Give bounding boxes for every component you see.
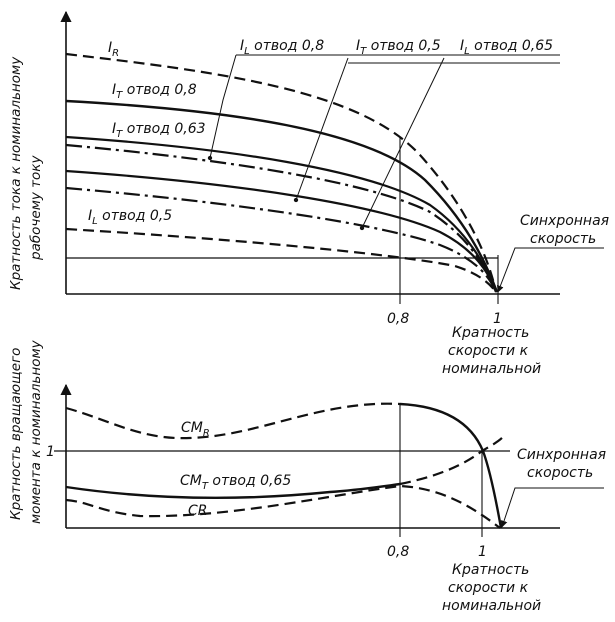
leader-top-labels-shelf: [236, 54, 560, 64]
label-IL-05: IL отвод 0,5: [88, 208, 172, 227]
bottom-sync-label-2: скорость: [527, 465, 593, 481]
label-IL-065: IL отвод 0,65: [460, 38, 553, 57]
label-IT-063: IT отвод 0,63: [112, 121, 206, 140]
bottom-text: Кратность вращающего момента к номинальн…: [8, 339, 606, 614]
bottom-panel: [54, 383, 604, 537]
top-x-tick-08: 0,8: [387, 311, 409, 327]
bottom-y-label-2: момента к номинальному: [28, 339, 44, 524]
top-x-label-1: Кратность: [452, 325, 529, 341]
curve-CMR-solid: [399, 402, 503, 529]
label-IT-08: IT отвод 0,8: [112, 82, 197, 101]
label-CMR: CMR: [181, 420, 210, 439]
bottom-x-label-3: номинальной: [442, 598, 541, 614]
label-IL-08: IL отвод 0,8: [240, 38, 324, 57]
curve-IL-065: [65, 186, 498, 293]
label-IT-05: IT отвод 0,5: [356, 38, 441, 57]
curve-IL-08: [65, 143, 498, 293]
leader-IL-065: [359, 57, 445, 231]
curve-CMR-dashed: [65, 402, 401, 440]
bottom-x-label-1: Кратность: [452, 562, 529, 578]
top-text: Кратность тока к номинальному рабочему т…: [8, 38, 609, 377]
label-CMT: CMT отвод 0,65: [180, 473, 291, 492]
label-IR: IR: [108, 40, 119, 59]
top-sync-label-2: скорость: [530, 231, 596, 247]
bottom-y-tick-1: 1: [46, 444, 55, 460]
label-CR: CR: [188, 503, 208, 519]
top-sync-label-1: Синхронная: [520, 213, 609, 229]
top-x-tick-1: 1: [493, 311, 502, 327]
curve-CMT-dashed: [399, 436, 504, 486]
curve-IT-063: [65, 135, 499, 293]
top-x-label-2: скорости к: [448, 343, 529, 359]
top-y-label-1: Кратность тока к номинальному: [8, 56, 24, 290]
bottom-y-label-1: Кратность вращающего: [8, 348, 24, 520]
top-x-label-3: номинальной: [442, 361, 541, 377]
bottom-sync-label-1: Синхронная: [517, 447, 606, 463]
curve-CMT: [65, 482, 401, 499]
bottom-x-tick-1: 1: [478, 544, 487, 560]
leader-sync-top: [497, 247, 604, 293]
curve-IT-05: [65, 169, 499, 293]
leader-sync-bottom: [500, 487, 604, 528]
leader-IT-05: [293, 57, 349, 203]
curve-IL-05: [65, 227, 497, 293]
bottom-x-tick-08: 0,8: [387, 544, 409, 560]
bottom-x-label-2: скорости к: [448, 580, 529, 596]
curve-CR: [65, 484, 501, 529]
curve-IR: [65, 52, 498, 293]
top-y-label-2: рабочему току: [28, 155, 44, 261]
top-panel: [60, 10, 604, 304]
leader-IL-08: [207, 54, 237, 161]
